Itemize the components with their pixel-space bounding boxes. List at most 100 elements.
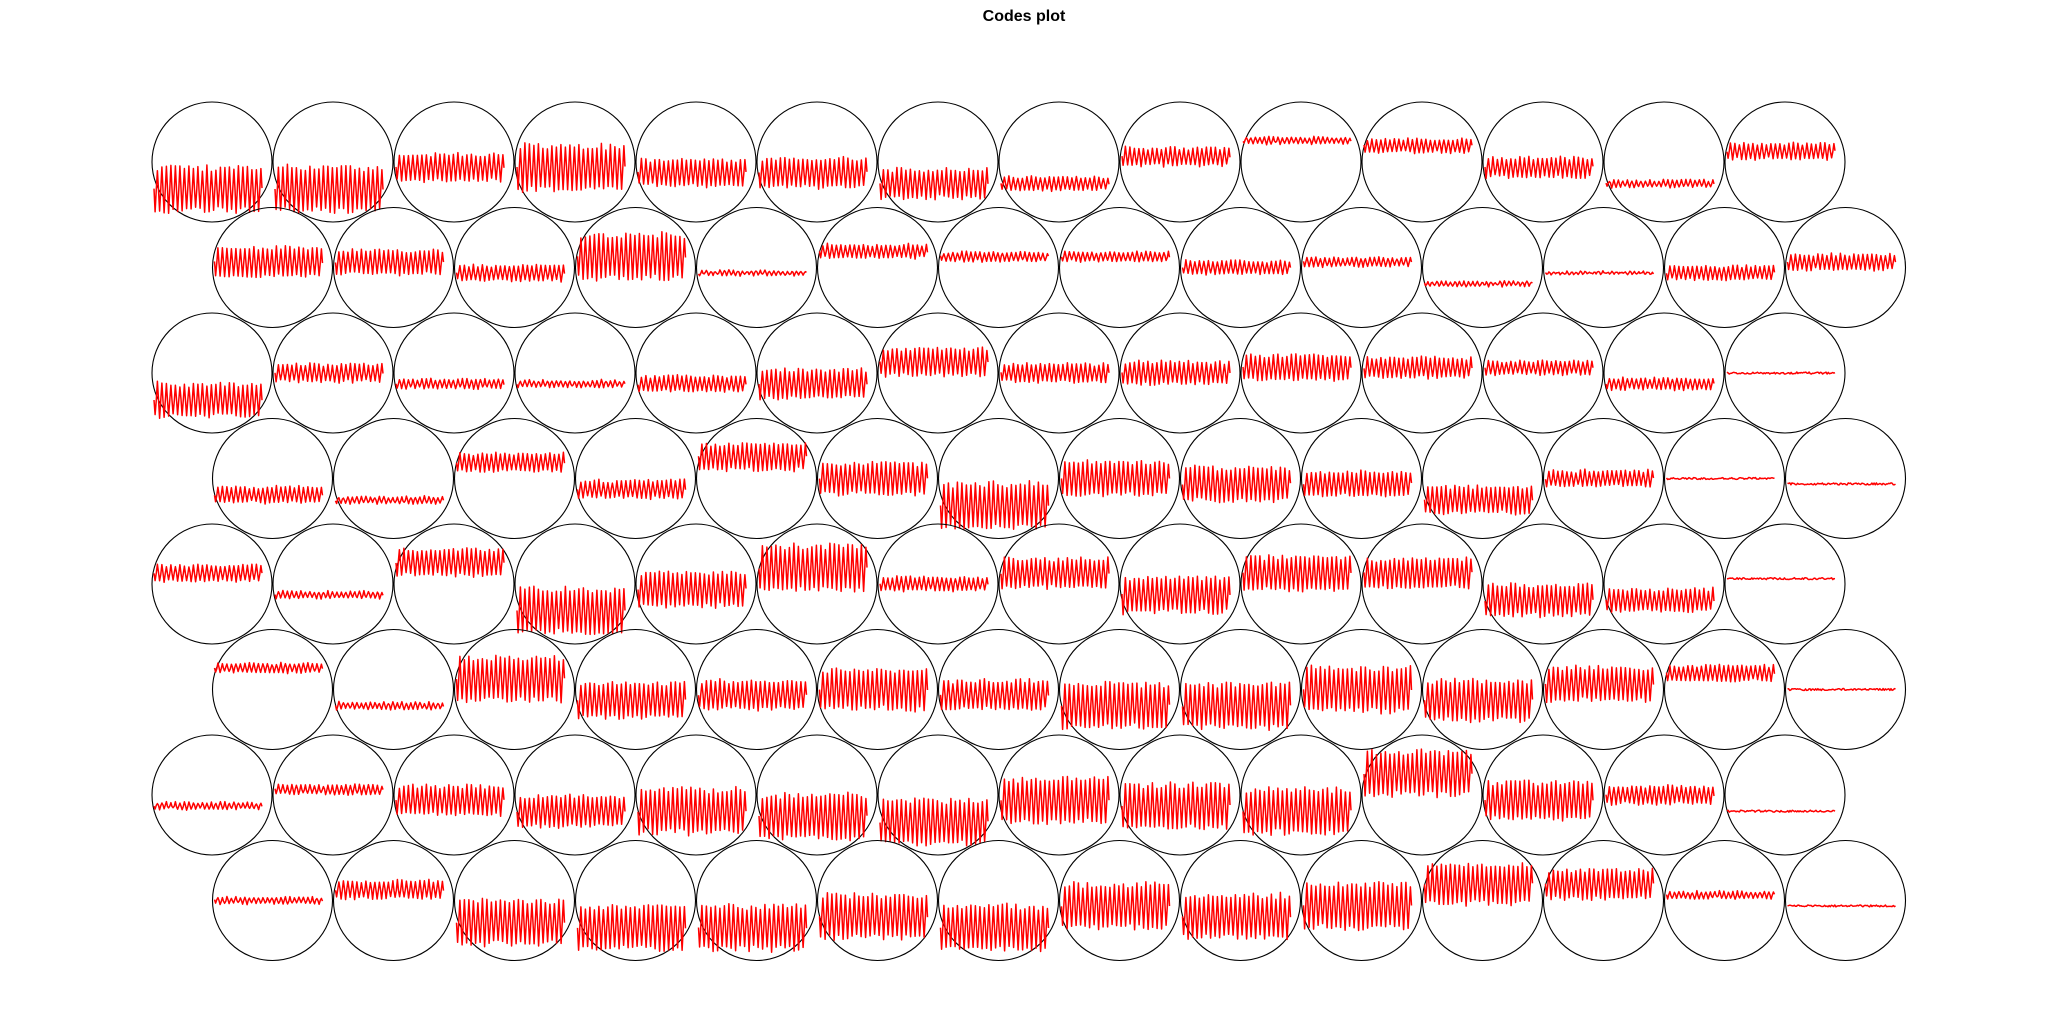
code-trace — [213, 661, 324, 675]
code-trace — [758, 367, 868, 401]
code-trace — [1786, 252, 1897, 272]
cell-circle — [1240, 523, 1362, 645]
code-trace — [939, 480, 1050, 530]
code-cell — [1179, 839, 1302, 962]
cell-circle — [151, 734, 273, 856]
code-cell — [151, 101, 273, 223]
code-cell — [1058, 417, 1181, 540]
code-trace — [1242, 554, 1352, 593]
cell-circle — [1179, 628, 1302, 751]
code-cell — [1119, 734, 1241, 856]
code-cell — [1361, 523, 1483, 645]
code-cell — [514, 312, 636, 434]
code-cell — [1724, 101, 1846, 223]
code-cell — [1663, 417, 1786, 540]
code-trace — [1665, 889, 1776, 900]
code-trace — [1544, 468, 1655, 488]
code-trace — [1060, 459, 1171, 498]
code-trace — [274, 589, 384, 600]
cell-circle — [1603, 734, 1725, 856]
code-trace — [516, 142, 626, 194]
code-trace — [1302, 664, 1413, 715]
code-trace — [637, 157, 747, 189]
code-trace — [758, 542, 868, 593]
code-cell — [877, 101, 999, 223]
code-trace — [1544, 867, 1655, 902]
code-cell — [756, 734, 878, 856]
code-trace — [274, 163, 384, 214]
cell-circle — [695, 417, 818, 540]
code-cell — [756, 523, 878, 645]
cell-circle — [1421, 839, 1544, 962]
cell-circle — [574, 839, 697, 962]
code-trace — [274, 362, 384, 384]
cell-circle — [1421, 628, 1544, 751]
code-trace — [1544, 664, 1655, 704]
code-cell — [816, 839, 939, 962]
code-cell — [574, 839, 697, 962]
code-cell — [1784, 839, 1907, 962]
code-trace — [334, 494, 445, 505]
cell-circle — [1179, 417, 1302, 540]
code-cell — [514, 734, 636, 856]
code-cell — [1542, 417, 1665, 540]
code-trace — [1363, 137, 1473, 155]
code-cell — [211, 839, 334, 962]
code-cell — [151, 312, 273, 434]
code-trace — [1121, 145, 1231, 168]
cell-circle — [635, 734, 757, 856]
cell-circle — [1240, 734, 1362, 856]
code-trace — [455, 654, 566, 704]
code-trace — [274, 783, 384, 796]
code-trace — [1423, 677, 1534, 724]
code-trace — [1242, 135, 1352, 146]
code-cell — [453, 206, 576, 329]
code-cell — [1361, 312, 1483, 434]
cell-circle — [332, 206, 455, 329]
cell-circle — [1542, 417, 1665, 540]
code-cell — [393, 734, 515, 856]
cell-circle — [1482, 101, 1604, 223]
code-cell — [816, 206, 939, 329]
code-cell — [937, 417, 1060, 540]
code-trace — [455, 263, 566, 283]
cell-circle — [1058, 839, 1181, 962]
code-cell — [1300, 628, 1423, 751]
code-trace — [1302, 469, 1413, 498]
code-trace — [1181, 681, 1292, 732]
code-trace — [395, 151, 505, 184]
code-trace — [697, 902, 808, 953]
code-trace — [1726, 141, 1836, 161]
code-trace — [1363, 748, 1473, 799]
code-trace — [1726, 809, 1836, 813]
code-cell — [1724, 523, 1846, 645]
cell-circle — [695, 628, 818, 751]
code-cell — [1724, 312, 1846, 434]
code-trace — [1726, 576, 1836, 581]
cell-circle — [1300, 628, 1423, 751]
code-trace — [1605, 586, 1715, 614]
code-trace — [1181, 891, 1292, 941]
code-trace — [576, 478, 687, 501]
code-cell — [1603, 312, 1725, 434]
code-cell — [1603, 523, 1725, 645]
cell-circle — [1300, 417, 1423, 540]
code-trace — [1302, 256, 1413, 269]
cell-circle — [332, 628, 455, 751]
code-cell — [1784, 206, 1907, 329]
code-trace — [1060, 680, 1171, 731]
cell-circle — [574, 417, 697, 540]
code-cell — [393, 523, 515, 645]
code-cell — [1663, 206, 1786, 329]
code-trace — [1000, 175, 1110, 193]
code-cell — [937, 628, 1060, 751]
cell-circle — [1724, 523, 1846, 645]
code-cell — [211, 206, 334, 329]
chart-title: Codes plot — [982, 8, 1066, 25]
code-cell — [1724, 734, 1846, 856]
code-cell — [1542, 839, 1665, 962]
code-cell — [695, 206, 818, 329]
code-cell — [635, 101, 757, 223]
cell-circle — [1603, 312, 1725, 434]
cell-circle — [1663, 206, 1786, 329]
